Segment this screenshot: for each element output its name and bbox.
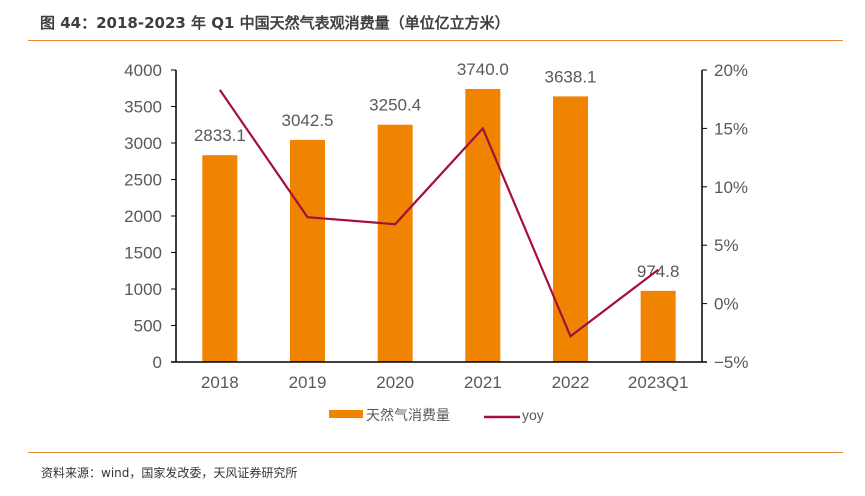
legend: 天然气消费量 yoy [329,407,544,423]
right-tick-label: −5% [714,353,749,372]
bar-data-label: 3740.0 [457,60,509,79]
legend-line-label: yoy [522,407,544,423]
left-axis: 0 500 1000 1500 2000 2500 3000 3500 4000 [124,61,176,372]
left-tick-label: 3000 [124,134,162,153]
axes-lines [171,70,707,363]
left-tick-label: 3500 [124,98,162,117]
bar [290,139,325,362]
legend-bar-label: 天然气消费量 [366,407,450,423]
right-tick-label: 15% [714,119,748,138]
title-divider [28,40,843,41]
yoy-series [218,89,659,339]
left-tick-label: 2000 [124,207,162,226]
bar-data-label: 3042.5 [282,111,334,130]
source-note: 资料来源：wind，国家发改委，天风证券研究所 [41,466,298,480]
x-tick-label: 2019 [289,373,327,392]
left-tick-label: 1000 [124,280,162,299]
x-tick-label: 2020 [376,373,414,392]
right-tick-label: 10% [714,178,748,197]
bar-data-label: 3638.1 [545,67,597,86]
bar [377,124,413,363]
figure-title: 图 44：2018-2023 年 Q1 中国天然气表观消费量（单位亿立方米） [40,14,510,32]
chart: 0 500 1000 1500 2000 2500 3000 3500 4000 −5% 0% 5%… [124,60,749,423]
x-tick-label: 2022 [552,373,590,392]
bar [553,96,588,362]
right-axis: −5% 0% 5% 10% 15% 20% [702,61,749,372]
bar-data-label: 974.8 [637,262,680,281]
right-tick-label: 20% [714,61,748,80]
x-tick-label: 2018 [201,373,239,392]
bar [465,88,501,362]
yoy-line [218,89,659,339]
x-tick-label: 2023Q1 [628,373,689,392]
bar [640,290,676,362]
left-tick-label: 0 [153,353,162,372]
left-tick-label: 500 [134,317,162,336]
bar [202,155,238,362]
x-axis-labels: 2018 2019 2020 2021 2022 2023Q1 [201,373,688,392]
left-tick-label: 2500 [124,171,162,190]
bar-data-labels: 2833.1 3042.5 3250.4 3740.0 3638.1 974.8 [194,60,680,281]
bar-series [202,88,676,363]
legend-bar-swatch [329,410,363,418]
left-tick-label: 4000 [124,61,162,80]
x-tick-label: 2021 [464,373,502,392]
bar-data-label: 2833.1 [194,126,246,145]
source-divider [28,452,843,453]
left-tick-label: 1500 [124,244,162,263]
right-tick-label: 0% [714,295,739,314]
bar-data-label: 3250.4 [369,96,421,115]
right-tick-label: 5% [714,236,739,255]
